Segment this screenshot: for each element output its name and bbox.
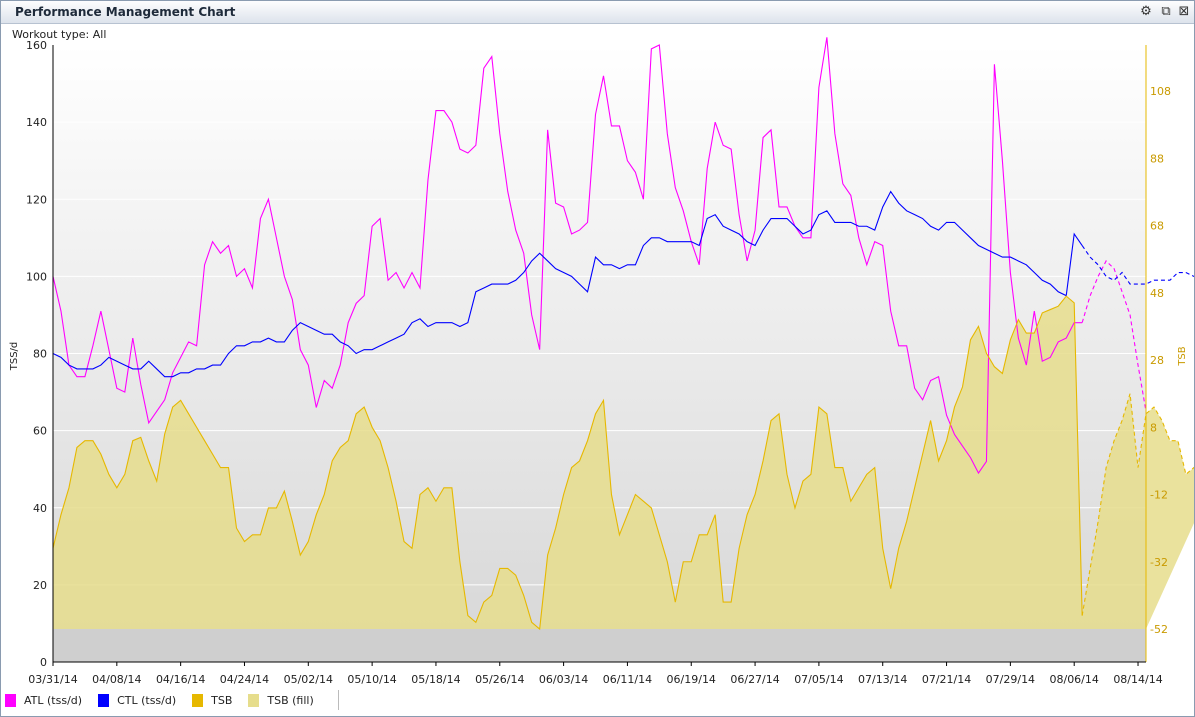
y-left-tick-label: 60 <box>33 425 47 438</box>
x-tick-label: 07/21/14 <box>922 673 971 686</box>
y-left-tick-label: 100 <box>26 270 47 283</box>
legend-item-atl[interactable]: ATL (tss/d) <box>5 693 83 707</box>
legend-label-ctl: CTL (tss/d) <box>117 693 177 707</box>
legend-swatch-atl <box>5 693 16 707</box>
legend-item-ctl[interactable]: CTL (tss/d) <box>98 693 177 707</box>
tsb-fill-area <box>53 296 1194 629</box>
series-line-tsb <box>52 295 1083 631</box>
x-tick-label: 07/29/14 <box>986 673 1035 686</box>
x-tick-label: 07/13/14 <box>858 673 907 686</box>
series-projection-ctl <box>1081 245 1194 285</box>
y-right-tick-label: 88 <box>1150 152 1164 165</box>
y-left-tick-label: 20 <box>33 579 47 592</box>
x-tick-label: 05/18/14 <box>411 673 460 686</box>
gear-icon[interactable]: ⚙ <box>1140 4 1152 19</box>
x-tick-label: 06/19/14 <box>667 673 716 686</box>
tsb-baseline-band <box>53 629 1146 662</box>
y-left-tick-label: 40 <box>33 502 47 515</box>
x-tick-label: 08/14/14 <box>1113 673 1162 686</box>
popout-icon[interactable]: ⧉ <box>1161 4 1171 19</box>
x-tick-label: 06/11/14 <box>603 673 652 686</box>
x-tick-label: 08/06/14 <box>1049 673 1098 686</box>
series-projection-atl <box>1081 260 1147 412</box>
legend-label-atl: ATL (tss/d) <box>24 693 83 707</box>
legend-swatch-tsb <box>192 693 204 707</box>
close-icon[interactable]: ⊠ <box>1178 4 1190 19</box>
series-line-atl <box>52 37 1083 475</box>
window-title: Performance Management Chart <box>15 5 236 19</box>
x-tick-label: 06/27/14 <box>730 673 779 686</box>
performance-chart: 0 20 40 60 80 100 120 140 160 -52 -32 -12 8 28 48 68 88 1… <box>9 37 1194 686</box>
y-left-tick-label: 80 <box>33 348 47 361</box>
y-right-axis-title: TSB <box>1177 346 1188 366</box>
y-right-tick-label: 48 <box>1150 287 1164 300</box>
legend-label-tsb: TSB <box>211 693 233 707</box>
x-tick-label: 07/05/14 <box>794 673 843 686</box>
axes: 0 20 40 60 80 100 120 140 160 -52 -32 -12 8 28 48 68 88 1… <box>9 39 1188 686</box>
series-projection-tsb <box>1081 393 1194 616</box>
x-tick-label: 05/26/14 <box>475 673 524 686</box>
y-left-tick-label: 140 <box>26 116 47 129</box>
legend-swatch-tsb-fill <box>248 693 260 707</box>
y-left-tick-label: 160 <box>26 39 47 52</box>
legend: ATL (tss/d) CTL (tss/d) TSB TSB (fill) <box>5 690 339 710</box>
x-tick-label: 05/02/14 <box>284 673 333 686</box>
x-tick-label: 03/31/14 <box>28 673 77 686</box>
x-tick-label: 06/03/14 <box>539 673 588 686</box>
y-right-tick-label: -52 <box>1150 623 1168 636</box>
y-left-tick-label: 120 <box>26 193 47 206</box>
legend-item-tsb[interactable]: TSB <box>192 693 233 707</box>
y-right-tick-label: -32 <box>1150 556 1168 569</box>
x-tick-label: 04/08/14 <box>92 673 141 686</box>
series-lines <box>52 37 1194 631</box>
y-right-tick-label: -12 <box>1150 489 1168 502</box>
tsb-fill <box>53 296 1194 662</box>
title-bar: Performance Management Chart ⚙ ⧉ ⊠ <box>1 1 1194 24</box>
y-right-tick-label: 108 <box>1150 85 1171 98</box>
x-tick-label: 05/10/14 <box>347 673 396 686</box>
y-right-tick-label: 68 <box>1150 220 1164 233</box>
legend-label-tsb-fill: TSB (fill) <box>267 693 314 707</box>
x-tick-label: 04/24/14 <box>220 673 269 686</box>
workout-type-label: Workout type: All <box>12 28 107 41</box>
y-right-tick-label: 8 <box>1150 421 1157 434</box>
legend-item-tsb-fill[interactable]: TSB (fill) <box>248 693 314 707</box>
x-tick-label: 04/16/14 <box>156 673 205 686</box>
y-right-tick-label: 28 <box>1150 354 1164 367</box>
y-left-tick-label: 0 <box>40 656 47 669</box>
series-line-ctl <box>52 190 1083 378</box>
y-left-axis-title: TSS/d <box>9 342 20 372</box>
legend-swatch-ctl <box>98 693 110 707</box>
